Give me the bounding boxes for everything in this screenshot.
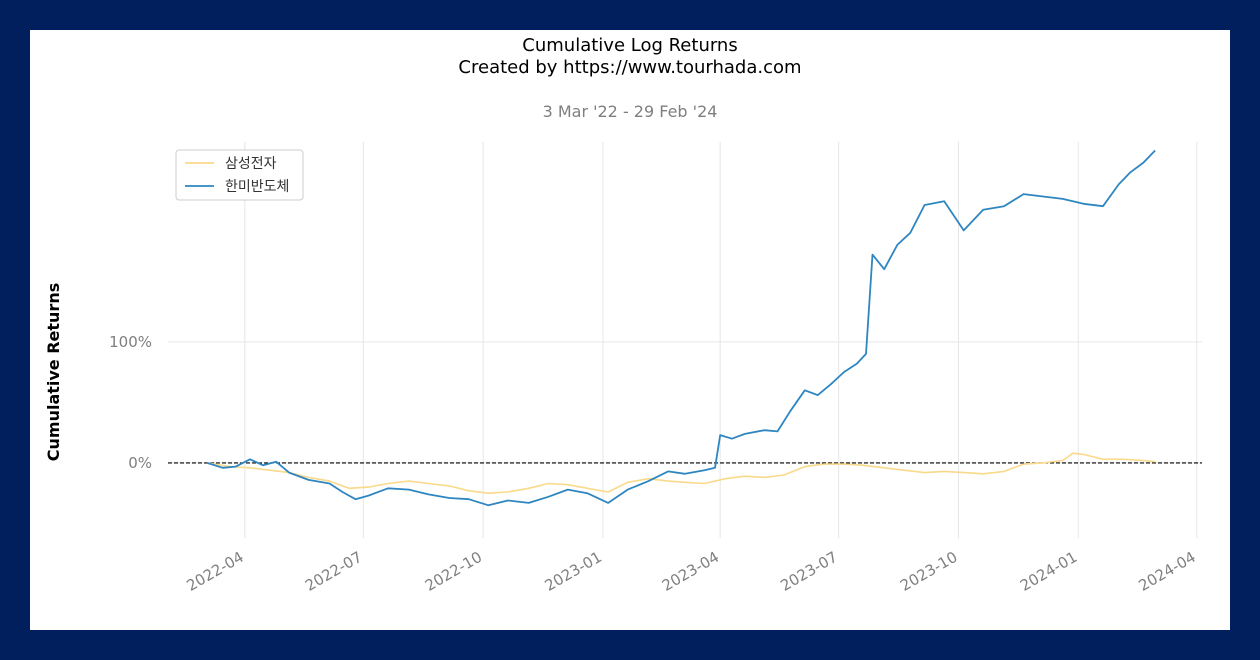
x-tick-label: 2023-01 (542, 548, 605, 595)
chart-title: Cumulative Log Returns (522, 35, 737, 56)
x-tick-label: 2022-10 (422, 548, 485, 595)
x-tick-label: 2023-10 (897, 548, 960, 595)
series-line-0 (206, 452, 1156, 495)
x-tick-label: 2023-04 (659, 548, 722, 595)
chart-frame: Cumulative Log Returns Created by https:… (30, 30, 1230, 630)
legend: 삼성전자 한미반도체 (175, 149, 304, 201)
y-tick-label: 100% (109, 333, 152, 351)
x-tick-label: 2023-07 (777, 548, 840, 595)
x-tick-label: 2024-01 (1017, 548, 1080, 595)
x-axis-ticks: 2022-04 2022-07 2022-10 2023-01 2023-04 2023-… (184, 548, 1199, 595)
x-tick-label: 2024-04 (1136, 548, 1199, 595)
chart-canvas: Cumulative Log Returns Created by https:… (44, 35, 1202, 595)
y-axis-label: Cumulative Returns (44, 283, 63, 461)
series-lines (206, 149, 1156, 507)
legend-label-hanmi: 한미반도체 (225, 179, 289, 195)
series-line-1 (206, 149, 1156, 507)
x-tick-label: 2022-04 (184, 548, 247, 595)
y-axis-ticks: 0% 100% (109, 333, 152, 472)
y-tick-label: 0% (128, 454, 152, 472)
x-tick-label: 2022-07 (302, 548, 365, 595)
legend-label-samsung: 삼성전자 (225, 156, 277, 172)
chart-subtitle: 3 Mar '22 - 29 Feb '24 (543, 102, 718, 121)
chart-title-line2: Created by https://www.tourhada.com (458, 57, 801, 78)
grid (168, 142, 1202, 538)
